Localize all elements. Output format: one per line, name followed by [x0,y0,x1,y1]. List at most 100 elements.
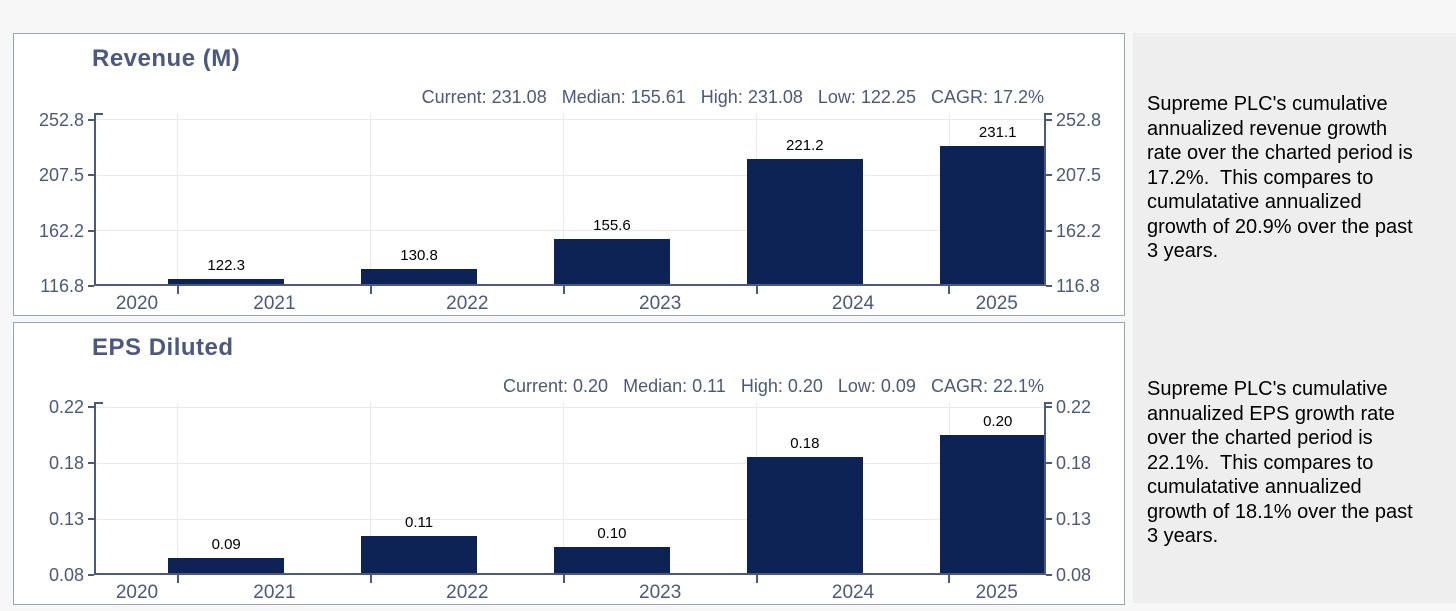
x-axis-line [94,284,1046,286]
x-axis-tick-label: 2021 [253,582,296,603]
plot-area: 122.3 130.8 155.6 221.2 231.1 [96,113,1044,286]
y-axis-tick-label-right: 116.8 [1056,276,1100,296]
y-axis-left-line [94,402,96,575]
bar-value-label: 231.1 [978,124,1017,141]
y-axis-tick-label-left: 0.13 [48,509,84,529]
x-axis-tick-mark [176,286,179,294]
y-axis-tick-mark-left [88,574,94,576]
y-axis-right-line [1044,113,1046,286]
bar-2025 [939,146,1044,286]
y-axis-tick-mark-left [88,285,94,287]
y-axis-tick-mark-left [88,174,94,177]
grid-line-vertical [563,113,565,286]
x-axis-tick-label: 2025 [975,582,1018,603]
x-axis-tick-label: 2023 [639,293,682,314]
bar-2024 [746,457,863,575]
y-axis-tick-mark-right [1046,229,1052,232]
eps-note-text: Supreme PLC's cumulative annualized EPS … [1147,378,1419,547]
bar-2022 [361,269,477,286]
bar-2024 [746,159,863,286]
stat-cagr: CAGR: 17.2% [930,87,1044,107]
revenue-bar-chart: 122.3 130.8 155.6 221.2 231.1 116.8 116.8 162.2… [14,34,1124,315]
y-axis-tick-label-right: 207.5 [1056,165,1102,186]
y-axis-tick-mark-right [1046,285,1052,287]
bar-value-label: 0.11 [405,514,434,531]
y-axis-tick-label-left: 0.18 [48,453,84,474]
x-axis-tick-mark [562,575,565,583]
stat-high: High: 231.08 [700,87,803,107]
bar-value-label: 0.09 [211,536,241,553]
x-axis-tick-mark [176,575,179,583]
stat-low: Low: 0.09 [837,376,916,396]
eps-stats-line: Current: 0.20 Median: 0.11 High: 0.20 Low: … [14,376,1044,397]
grid-line-horizontal [96,406,1044,408]
revenue-note: Supreme PLC's cumulative annualized reve… [1147,43,1423,313]
bar-value-label: 0.18 [790,435,820,452]
y-axis-tick-label-right: 0.18 [1056,453,1092,474]
x-axis-tick-label: 2021 [253,293,296,314]
y-axis-tick-label-right: 0.08 [1056,565,1092,585]
x-axis-tick-label: 2024 [831,582,875,603]
grid-line-vertical [563,402,565,575]
bar-value-label: 221.2 [786,137,824,154]
grid-line-vertical [370,402,372,575]
grid-line-horizontal [96,462,1044,464]
bar-value-label: 130.8 [400,247,438,264]
x-axis-tick-mark [755,286,758,294]
revenue-stats-line: Current: 231.08 Median: 155.61 High: 231.0… [14,87,1044,108]
x-axis-tick-mark [948,286,951,294]
bar-2021 [168,279,285,286]
y-axis-right-cap [1046,402,1052,404]
y-axis-tick-label-left: 116.8 [40,276,84,296]
x-axis-tick-mark [948,575,951,583]
eps-chart-title: EPS Diluted [92,334,234,361]
grid-line-horizontal [96,119,1044,121]
x-axis-tick-label: 2022 [446,582,489,603]
bar-value-label: 0.10 [597,525,627,542]
grid-line-vertical [370,113,372,286]
bar-value-label: 0.20 [983,413,1013,430]
revenue-note-text: Supreme PLC's cumulative annualized reve… [1147,93,1419,262]
y-axis-tick-mark-right [1046,462,1052,465]
bar-2023 [554,239,670,286]
grid-line-vertical [177,402,179,575]
stat-cagr: CAGR: 22.1% [930,376,1044,396]
y-axis-tick-mark-left [88,462,94,465]
y-axis-tick-mark-left [88,229,94,232]
y-axis-tick-mark-right [1046,518,1052,520]
grid-line-horizontal [96,230,1044,232]
y-axis-right-line [1044,402,1046,575]
y-axis-tick-label-left: 162.2 [38,220,84,241]
y-axis-tick-mark-right [1046,118,1052,121]
y-axis-tick-mark-right [1046,174,1052,177]
stat-high: High: 0.20 [740,376,823,396]
x-axis-line [94,573,1046,575]
stat-median: Median: 0.11 [623,376,726,396]
eps-note: Supreme PLC's cumulative annualized EPS … [1147,328,1423,598]
eps-chart-panel: EPS Diluted Current: 0.20 Median: 0.11 Hig… [13,322,1125,605]
stat-median: Median: 155.61 [561,87,686,107]
y-axis-tick-mark-right [1046,406,1052,409]
stat-current: Current: 231.08 [421,87,547,107]
revenue-chart-panel: Revenue (M) Current: 231.08 Median: 155.6… [13,33,1125,316]
y-axis-tick-mark-left [88,406,94,409]
x-axis-tick-label: 2022 [446,293,489,314]
x-axis-tick-mark [562,286,565,294]
x-axis-tick-mark [755,575,758,583]
y-axis-tick-label-left: 252.8 [38,109,84,130]
grid-line-vertical [177,113,179,286]
bar-2022 [361,536,477,575]
bar-2023 [554,547,670,575]
y-axis-left-cap [96,113,103,115]
bar-value-label: 122.3 [207,257,245,274]
y-axis-tick-label-left: 0.08 [48,565,84,585]
bar-2025 [939,435,1044,575]
y-axis-tick-label-right: 0.13 [1056,509,1092,529]
y-axis-left-line [94,113,96,286]
y-axis-tick-mark-left [88,118,94,121]
y-axis-tick-mark-right [1046,574,1052,576]
x-axis-tick-mark [369,575,372,583]
x-axis-tick-label: 2023 [639,582,682,603]
y-axis-tick-label-right: 0.22 [1056,397,1092,418]
y-axis-left-cap [96,402,103,404]
